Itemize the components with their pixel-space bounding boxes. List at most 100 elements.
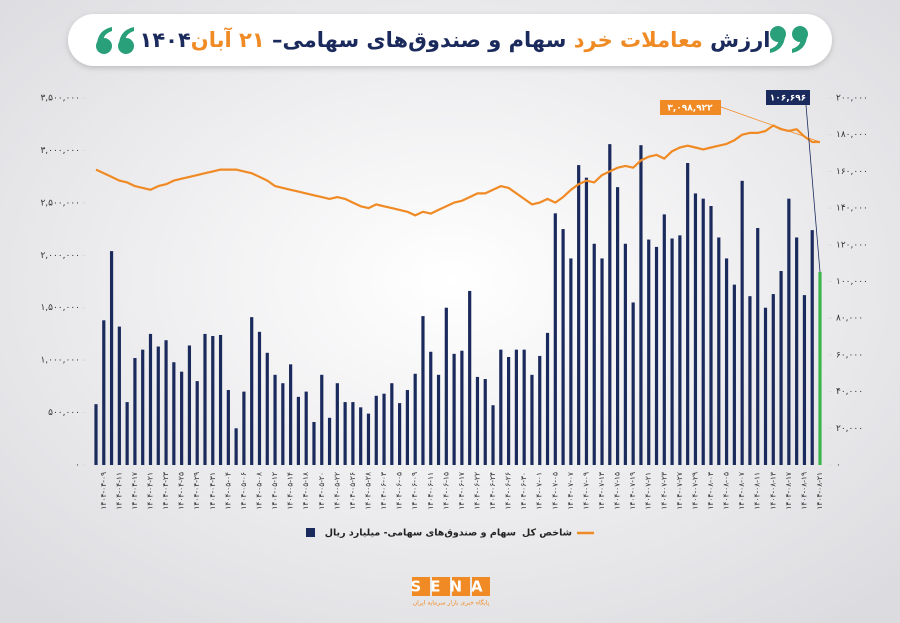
brand-name: SENA xyxy=(410,578,491,596)
x-tick-label: ۱۴۰۴-۰۴-۱۷ xyxy=(130,472,139,510)
x-tick-label: ۱۴۰۴-۰۷-۲۷ xyxy=(675,472,684,510)
x-tick-label: ۱۴۰۴-۰۵-۱۴ xyxy=(286,472,295,510)
bar xyxy=(117,326,121,465)
bar xyxy=(242,391,246,465)
bar xyxy=(289,364,293,465)
annotation-leader xyxy=(805,104,821,273)
x-tick-label: ۱۴۰۴-۰۵-۲۲ xyxy=(332,472,341,510)
y2-tick-label: ۱۴۰,۰۰۰ xyxy=(836,204,868,214)
bar xyxy=(312,422,316,465)
bar xyxy=(109,251,114,465)
bar xyxy=(156,346,160,465)
legend-label: سهام و صندوق‌های سهامی- میلیارد ریال xyxy=(325,528,516,539)
bar xyxy=(125,402,129,465)
bar xyxy=(491,405,495,465)
annotation: ۱۰۶,۶۹۶ xyxy=(770,94,806,104)
x-tick-label: ۱۴۰۴-۰۸-۰۳ xyxy=(706,472,715,510)
bar xyxy=(615,187,620,465)
legend-swatch xyxy=(306,528,315,537)
bar xyxy=(561,229,565,465)
plot-area: ۰ ۵۰۰,۰۰۰ ۱,۰۰۰,۰۰۰ ۱,۵۰۰,۰۰۰ ۲,۰۰۰,۰۰۰ ۲,۵۰۰… xyxy=(40,90,868,539)
annotation: ۳,۰۹۸,۹۲۲ xyxy=(667,104,713,114)
bar xyxy=(390,383,394,465)
bar xyxy=(468,290,472,465)
bar xyxy=(584,177,589,466)
y-tick-label: ۲,۰۰۰,۰۰۰ xyxy=(40,251,80,261)
bar xyxy=(234,428,238,465)
x-tick-label: ۱۴۰۴-۰۸-۱۹ xyxy=(799,472,808,510)
bar xyxy=(530,374,534,465)
x-tick-label: ۱۴۰۴-۰۵-۱۲ xyxy=(270,472,279,510)
x-tick-label: ۱۴۰۴-۰۷-۰۵ xyxy=(550,472,559,510)
bar xyxy=(483,379,487,465)
x-tick-label: ۱۴۰۴-۰۶-۱۷ xyxy=(457,472,466,510)
bar xyxy=(686,163,690,466)
bar xyxy=(366,413,371,465)
x-tick-label: ۱۴۰۴-۰۷-۰۷ xyxy=(566,472,575,510)
bar xyxy=(701,198,705,466)
bar xyxy=(250,317,254,465)
bar xyxy=(351,402,355,465)
title-part: ۲۱ آبان xyxy=(191,27,265,52)
bar xyxy=(133,358,137,465)
bar xyxy=(538,355,542,465)
bar xyxy=(444,307,448,465)
x-tick-label: ۱۴۰۴-۰۴-۲۳ xyxy=(161,472,170,510)
bar xyxy=(693,193,698,466)
x-tick-label: ۱۴۰۴-۰۶-۰۹ xyxy=(410,472,419,510)
x-tick-label: ۱۴۰۴-۰۷-۱۹ xyxy=(628,472,637,510)
x-tick-label: ۱۴۰۴-۰۸-۰۷ xyxy=(737,472,746,510)
brand-tagline: پایگاه خبری بازار سرمایه ایران xyxy=(413,599,490,607)
bar xyxy=(296,396,301,465)
bar xyxy=(608,144,612,465)
x-tick-label: ۱۴۰۴-۰۶-۲۴ xyxy=(488,472,497,510)
x-tick-label: ۱۴۰۴-۰۷-۲۱ xyxy=(644,472,653,510)
bar xyxy=(553,213,557,465)
bar xyxy=(452,353,456,465)
bar xyxy=(382,393,386,465)
bar xyxy=(343,402,347,465)
y2-tick-label: ۲۰۰,۰۰۰ xyxy=(836,94,868,104)
x-tick-label: ۱۴۰۴-۰۵-۰۶ xyxy=(239,472,248,510)
bar xyxy=(795,237,799,465)
bar xyxy=(499,349,503,465)
x-tick-label: ۱۴۰۴-۰۸-۰۵ xyxy=(722,472,731,510)
x-tick-label: ۱۴۰۴-۰۷-۰۱ xyxy=(535,472,544,510)
quote-right xyxy=(770,26,808,53)
bar xyxy=(359,407,363,465)
bar xyxy=(662,214,666,465)
y2-tick-label: ۰ xyxy=(836,461,841,471)
annotation-box xyxy=(660,100,721,115)
bar xyxy=(265,352,269,465)
bar xyxy=(374,395,378,465)
bar xyxy=(226,390,230,465)
y-tick-label: ۳,۵۰۰,۰۰۰ xyxy=(40,94,80,104)
bar xyxy=(678,235,682,465)
bar xyxy=(141,349,145,465)
x-tick-label: ۱۴۰۴-۰۸-۱۱ xyxy=(753,472,762,510)
bar xyxy=(802,295,807,465)
x-tick-label: ۱۴۰۴-۰۶-۳۰ xyxy=(519,472,528,510)
bar xyxy=(763,307,768,465)
x-tick-label: ۱۴۰۴-۰۴-۲۹ xyxy=(192,472,201,510)
y2-tick-label: ۱۰۰,۰۰۰ xyxy=(836,277,868,287)
x-tick-label: ۱۴۰۴-۰۶-۱۱ xyxy=(426,472,435,510)
bar xyxy=(460,350,464,465)
x-tick-label: ۱۴۰۴-۰۴-۲۵ xyxy=(177,472,186,510)
bar xyxy=(647,239,651,465)
y-tick-label: ۲,۵۰۰,۰۰۰ xyxy=(40,198,80,208)
bar xyxy=(514,349,518,465)
y2-tick-label: ۸۰,۰۰۰ xyxy=(836,314,863,324)
x-tick-label: ۱۴۰۴-۰۵-۰۸ xyxy=(254,472,263,510)
bar xyxy=(421,316,425,465)
x-tick-label: ۱۴۰۴-۰۶-۰۵ xyxy=(395,472,404,510)
bar xyxy=(787,198,791,466)
bar xyxy=(818,272,822,465)
x-tick-label: ۱۴۰۴-۰۷-۲۹ xyxy=(690,472,699,510)
x-tick-label: ۱۴۰۴-۰۷-۲۳ xyxy=(659,472,668,510)
x-tick-label: ۱۴۰۴-۰۶-۲۲ xyxy=(472,472,481,510)
bar xyxy=(172,362,176,465)
y2-tick-label: ۲۰,۰۰۰ xyxy=(836,424,863,434)
bar xyxy=(779,271,783,465)
y2-tick-label: ۴۰,۰۰۰ xyxy=(836,387,863,397)
